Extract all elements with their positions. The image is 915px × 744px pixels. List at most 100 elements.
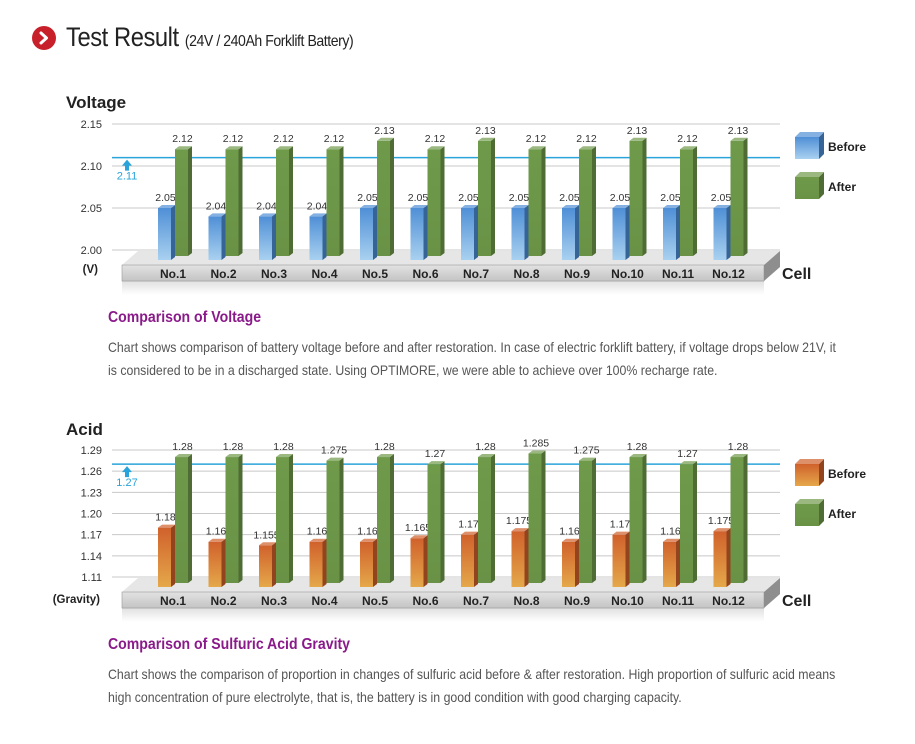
acid-chart: Acid 1.29 1.26 1.23 1.20 1.17 1.14 1.11 (Gravity… xyxy=(53,420,866,622)
bar-front xyxy=(511,208,525,260)
legend-item-before: Before xyxy=(795,132,866,159)
bar-side xyxy=(188,146,192,256)
bar-top xyxy=(276,454,293,458)
bar-front xyxy=(175,149,188,256)
x-tick-label: No.11 xyxy=(662,267,694,281)
bar-front xyxy=(680,149,693,256)
bar-top xyxy=(680,461,697,465)
bar-top xyxy=(511,205,529,208)
bar-front xyxy=(713,531,727,587)
bar-front xyxy=(511,531,525,587)
bar-side xyxy=(322,538,327,587)
bar-before-no6 xyxy=(410,535,428,587)
legend-item-after: After xyxy=(795,172,856,199)
bar-top xyxy=(461,531,478,535)
bar-front xyxy=(208,216,222,260)
bar-front xyxy=(208,541,222,587)
bar-side xyxy=(625,205,630,260)
bar-side xyxy=(221,213,226,260)
bar-side xyxy=(272,542,276,587)
bar-front xyxy=(663,208,676,260)
chevron-right-circle-icon xyxy=(32,25,56,50)
legend-label: After xyxy=(828,180,856,194)
x-tick-label: No.2 xyxy=(210,267,236,281)
bar-top xyxy=(175,454,192,458)
bar-top xyxy=(208,213,226,217)
x-tick-label: No.6 xyxy=(412,594,438,608)
bar-top xyxy=(158,205,175,208)
bar-front xyxy=(730,457,744,583)
x-tick-label: No.7 xyxy=(463,267,489,281)
bar-after-no12 xyxy=(730,137,748,256)
legend-label: Before xyxy=(828,467,866,481)
x-tick-label: No.3 xyxy=(261,267,287,281)
bar-top xyxy=(612,205,630,208)
data-label: 2.05 xyxy=(711,192,732,204)
y-tick-label: 2.05 xyxy=(81,203,102,215)
bar-side xyxy=(238,454,243,583)
bar-after-no5 xyxy=(377,137,394,256)
bar-side xyxy=(693,461,697,583)
bar-front xyxy=(629,140,643,256)
bar-before-no10 xyxy=(612,205,630,260)
x-tick-label: No.2 xyxy=(210,594,236,608)
data-label: 2.13 xyxy=(627,125,648,137)
x-tick-label: No.3 xyxy=(261,594,287,608)
bar-side xyxy=(221,538,226,587)
bar-top xyxy=(478,454,495,458)
legend-swatch-top xyxy=(795,499,824,504)
legend-label: Before xyxy=(828,140,866,154)
bar-side xyxy=(524,205,529,260)
bar-front xyxy=(377,140,390,256)
bar-before-no1 xyxy=(158,205,175,260)
bar-top xyxy=(612,531,630,535)
x-axis-label: Cell xyxy=(782,593,811,610)
bar-after-no9 xyxy=(579,146,596,256)
voltage-chart: Voltage 2.15 2.10 2.05 2.00 (V) 2.11 2.05 2.12 No… xyxy=(66,93,866,295)
bar-side xyxy=(726,205,731,260)
bar-side xyxy=(423,205,428,260)
bar-top xyxy=(225,454,243,458)
bar-top xyxy=(730,137,748,141)
legend-item-before: Before xyxy=(795,459,866,486)
bar-front xyxy=(461,534,474,587)
data-label: 1.18 xyxy=(155,512,176,524)
legend-label: After xyxy=(828,507,856,521)
bar-top xyxy=(629,454,647,458)
bar-front xyxy=(309,216,323,260)
bar-front xyxy=(259,545,272,587)
bar-top xyxy=(360,205,377,208)
bar-top xyxy=(208,538,226,542)
legend-swatch-side xyxy=(819,459,824,486)
bar-before-no6 xyxy=(410,205,428,260)
data-label: 2.05 xyxy=(509,192,530,204)
bar-side xyxy=(726,528,731,587)
y-tick-label: 1.11 xyxy=(81,572,102,584)
bar-after-no3 xyxy=(276,454,293,583)
x-tick-label: No.8 xyxy=(513,594,539,608)
bar-front xyxy=(579,460,592,583)
x-tick-label: No.8 xyxy=(513,267,539,281)
data-label: 2.12 xyxy=(172,133,193,145)
x-tick-label: No.11 xyxy=(662,594,694,608)
x-axis-label: Cell xyxy=(782,266,811,283)
bar-side xyxy=(474,205,478,260)
data-label: 2.04 xyxy=(206,200,227,212)
bar-after-no8 xyxy=(528,450,546,583)
bar-front xyxy=(562,208,575,260)
bar-top xyxy=(410,535,428,539)
bar-side xyxy=(743,454,748,583)
title-text: Test Result xyxy=(66,22,179,52)
data-label: 1.28 xyxy=(374,441,395,453)
bar-before-no2 xyxy=(208,213,226,260)
bar-side xyxy=(491,454,495,583)
data-label: 2.12 xyxy=(273,133,294,145)
chart-title: Voltage xyxy=(66,93,126,112)
x-tick-label: No.9 xyxy=(564,594,590,608)
page-header: Test Result (24V / 240Ah Forklift Batter… xyxy=(32,22,392,53)
bar-side xyxy=(373,538,377,587)
bar-after-no9 xyxy=(579,457,596,583)
x-tick-label: No.1 xyxy=(160,594,186,608)
bar-side xyxy=(642,137,647,256)
y-tick-label: 1.14 xyxy=(81,551,102,563)
